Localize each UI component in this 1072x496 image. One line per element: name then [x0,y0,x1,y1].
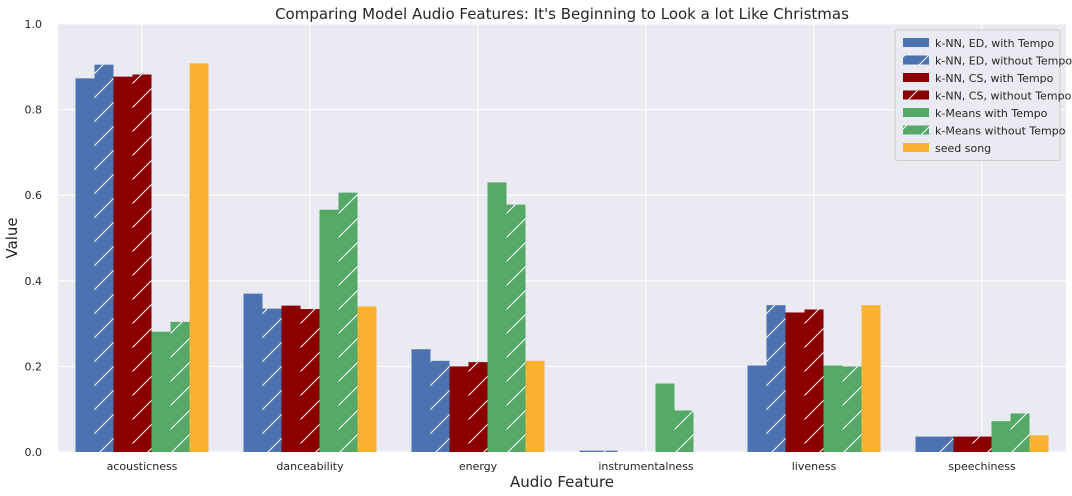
legend-label: k-NN, CS, without Tempo [935,90,1072,103]
bar-hatch [262,308,282,452]
x-tick-label: acousticness [107,460,178,473]
bar-hatch [842,366,862,452]
x-tick-label: speechiness [948,460,1016,473]
legend-label: k-NN, CS, with Tempo [935,72,1054,85]
bar [75,78,95,452]
bar [579,450,599,452]
bar-hatch [94,64,114,452]
bar [449,366,469,452]
y-tick-label: 1.0 [25,18,43,31]
legend-swatch [903,73,929,82]
bar [991,421,1011,452]
bar [915,436,935,452]
bar [953,436,973,452]
bar [113,76,133,453]
legend-swatch-hatch [903,55,929,65]
bar [357,306,377,452]
legend-label: k-NN, ED, with Tempo [935,37,1054,50]
bar [861,305,881,452]
y-tick-label: 0.8 [25,104,43,117]
x-tick-label: danceability [276,460,344,473]
legend-label: k-Means without Tempo [935,125,1066,138]
legend-swatch [903,143,929,152]
bar [243,293,263,452]
legend-swatch [903,108,929,117]
bar-hatch [674,410,694,452]
legend-swatch-hatch [903,125,929,135]
bar-hatch [170,321,190,452]
bar-hatch [1010,413,1030,452]
bar [747,365,767,452]
bar [189,63,209,452]
bar [785,312,805,452]
bars [75,63,1049,453]
legend-swatch [903,38,929,47]
bar [525,360,545,452]
bar [487,182,507,453]
bar-hatch [300,309,320,452]
bar [319,209,339,452]
bar-hatch [934,436,954,452]
y-tick-label: 0.2 [25,360,43,373]
bar [823,365,843,452]
x-axis-label: Audio Feature [510,473,614,491]
x-tick-label: instrumentalness [598,460,694,473]
bar-hatch [804,309,824,452]
legend-label: seed song [935,142,991,155]
bar-hatch [338,192,358,452]
bar [281,305,301,452]
bar [151,331,171,452]
bar-hatch [506,204,526,452]
y-tick-label: 0.6 [25,189,43,202]
bar [1029,435,1049,452]
y-axis-label: Value [3,217,21,258]
bar [411,349,431,452]
bar-hatch [132,74,152,452]
y-tick-label: 0.0 [25,446,43,459]
bar-hatch [430,360,450,452]
legend: k-NN, ED, with Tempo k-NN, ED, without Te… [894,29,1072,161]
legend-box [894,29,1061,161]
x-tick-label: energy [459,460,498,473]
chart-title: Comparing Model Audio Features: It's Beg… [275,5,849,23]
bar-hatch [598,450,618,452]
tick-labels: 0.0 0.2 0.4 0.6 0.8 1.0 acousticness danceabili… [25,18,1017,473]
bar-hatch [766,305,786,452]
bar [655,383,675,452]
legend-swatch-hatch [903,90,929,100]
legend-label: k-Means with Tempo [935,107,1048,120]
bar-hatch [468,362,488,452]
x-tick-label: liveness [792,460,837,473]
y-tick-label: 0.4 [25,275,43,288]
bar-hatch [972,436,992,452]
legend-label: k-NN, ED, without Tempo [935,55,1072,68]
